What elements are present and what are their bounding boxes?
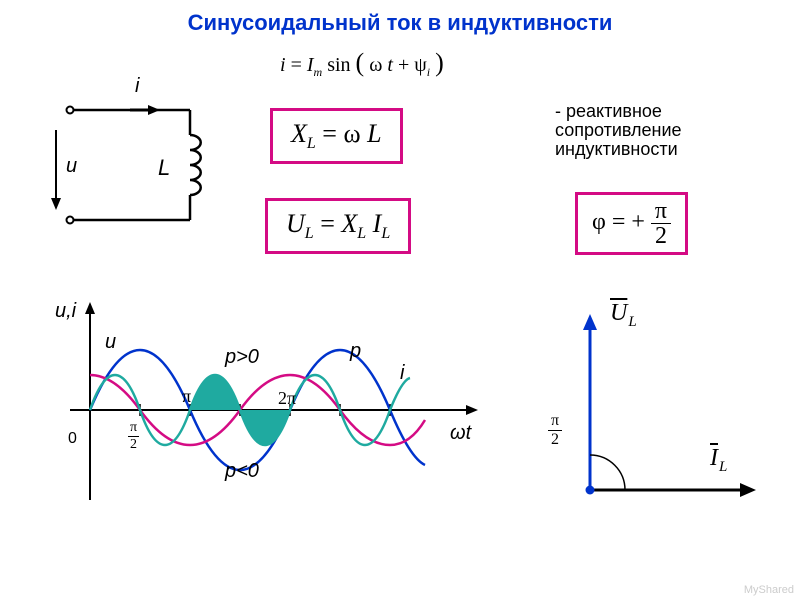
wave-p-pos-label: p>0 [225, 346, 259, 369]
page-title: Синусоидальный ток в индуктивности [0, 10, 800, 36]
tick-pi2: π 2 [128, 420, 139, 453]
phasor-u-label: UL [610, 300, 637, 331]
tick-2pi: 2π [278, 388, 296, 409]
wave-zero: 0 [68, 430, 77, 448]
wave-i-label: i [400, 362, 404, 385]
tick-pi: π [182, 386, 191, 407]
wave-u-label: u [105, 331, 116, 354]
wave-p-label: p [350, 340, 361, 363]
phasor-i-label: IL [710, 445, 727, 476]
wave-xlabel: ωt [450, 422, 471, 445]
phasor-angle-label: π 2 [548, 412, 562, 449]
circuit-label-u: u [66, 155, 77, 178]
eq-xl-box: XL = ω L [270, 108, 403, 164]
eq-current: i = Im sin ( ω t + ψi ) [280, 48, 444, 80]
phasor-diagram [540, 300, 780, 530]
circuit-label-l: L [158, 155, 170, 181]
wave-p-neg-label: p<0 [225, 460, 259, 483]
note-reactive: - реактивноесопротивлениеиндуктивности [555, 102, 785, 159]
wave-ylabel: u,i [55, 300, 76, 323]
circuit-label-i: i [135, 75, 139, 98]
eq-ul-box: UL = XL IL [265, 198, 411, 254]
watermark: MyShared [744, 584, 794, 596]
eq-phi-box: φ = + π 2 [575, 192, 688, 255]
